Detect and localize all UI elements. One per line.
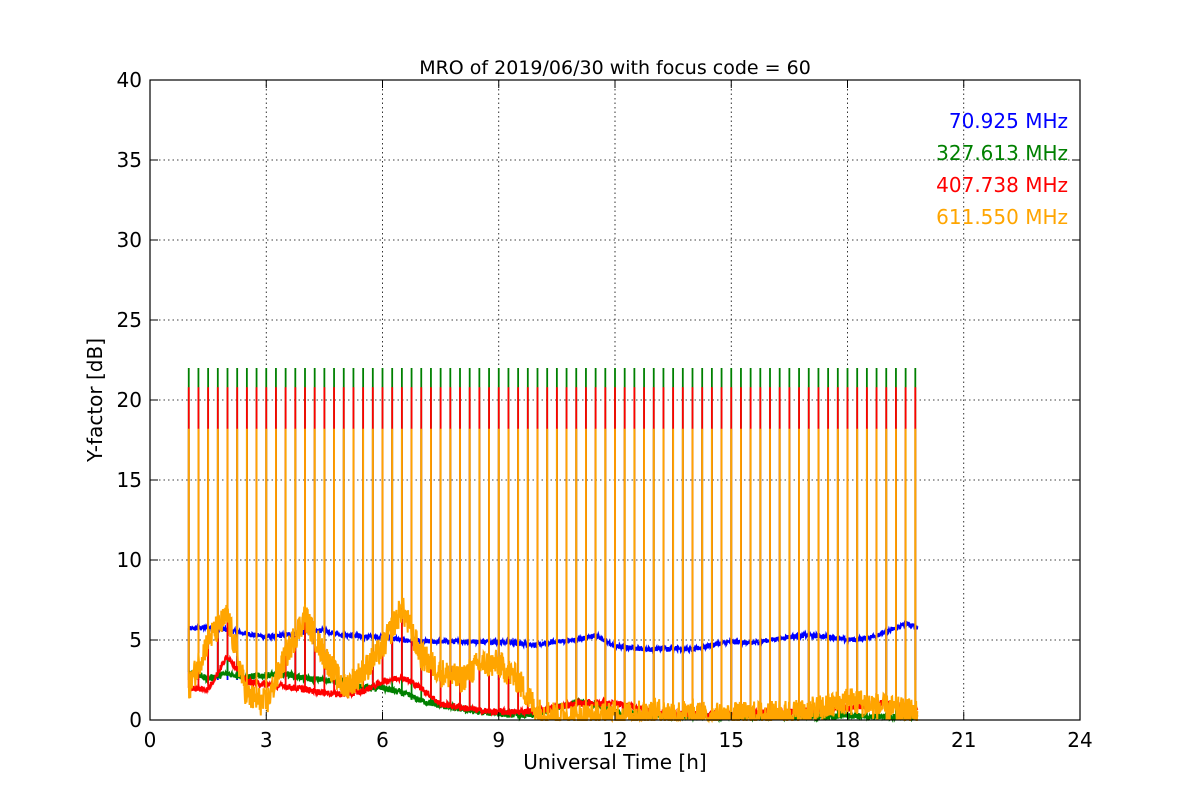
legend-entry: 611.550 MHz — [936, 205, 1068, 229]
y-axis-label: Y-factor [dB] — [83, 338, 107, 463]
y-tick-label: 0 — [129, 708, 142, 732]
axis-ticks: 0 3 6 9 12 15 18 21 24 0 5 10 15 20 25 30 35 40 — [117, 68, 1093, 752]
x-tick-label: 12 — [602, 728, 627, 752]
legend-entry: 327.613 MHz — [936, 141, 1068, 165]
x-tick-label: 24 — [1067, 728, 1092, 752]
x-tick-label: 9 — [492, 728, 505, 752]
x-tick-label: 6 — [376, 728, 389, 752]
legend-entry: 70.925 MHz — [949, 109, 1068, 133]
y-tick-label: 30 — [117, 228, 142, 252]
y-tick-label: 10 — [117, 548, 142, 572]
x-tick-label: 18 — [835, 728, 860, 752]
y-tick-label: 35 — [117, 148, 142, 172]
plot-area — [187, 368, 919, 724]
y-tick-label: 20 — [117, 388, 142, 412]
x-tick-label: 21 — [951, 728, 976, 752]
x-tick-label: 3 — [260, 728, 273, 752]
y-tick-label: 5 — [129, 628, 142, 652]
x-tick-label: 15 — [719, 728, 744, 752]
legend: 70.925 MHz 327.613 MHz 407.738 MHz 611.550 … — [936, 109, 1068, 229]
y-tick-label: 40 — [117, 68, 142, 92]
legend-entry: 407.738 MHz — [936, 173, 1068, 197]
x-axis-label: Universal Time [h] — [523, 750, 706, 774]
y-tick-label: 25 — [117, 308, 142, 332]
chart-title: MRO of 2019/06/30 with focus code = 60 — [419, 57, 811, 79]
y-tick-label: 15 — [117, 468, 142, 492]
x-tick-label: 0 — [144, 728, 157, 752]
